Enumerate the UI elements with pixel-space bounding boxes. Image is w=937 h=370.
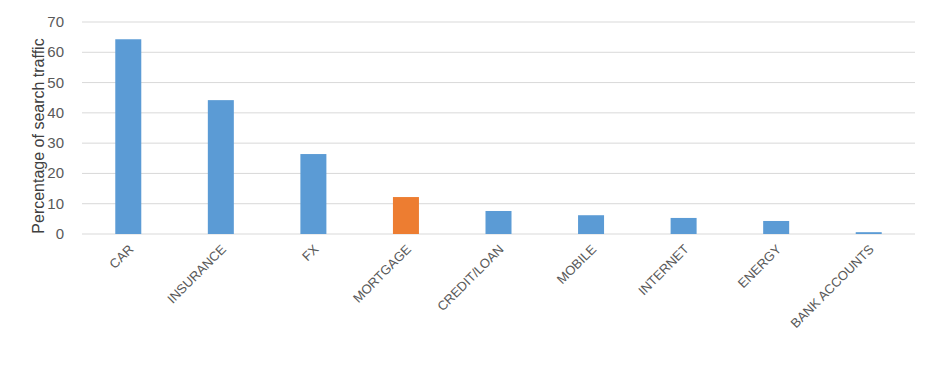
bars — [115, 39, 881, 234]
grid-line — [82, 52, 915, 53]
y-tick-labels: 0 10 20 30 40 50 60 70 — [47, 13, 64, 242]
x-tick-label: MORTGAGE — [350, 241, 414, 305]
grid-line — [82, 203, 915, 204]
y-tick-label: 10 — [47, 195, 64, 212]
bar — [856, 232, 882, 234]
grid-line — [82, 22, 915, 23]
y-tick-label: 20 — [47, 164, 64, 181]
x-tick-label: CAR — [106, 242, 136, 272]
bar — [578, 215, 604, 234]
x-tick-labels: CAR INSURANCE FX MORTGAGE CREDIT/LOAN MOBILE I… — [106, 241, 877, 331]
grid-line — [82, 143, 915, 144]
grid — [82, 22, 915, 234]
y-tick-label: 60 — [47, 43, 64, 60]
x-tick-label: INSURANCE — [164, 241, 229, 306]
x-tick-label: CREDIT/LOAN — [434, 242, 506, 314]
x-tick-label: BANK ACCOUNTS — [788, 241, 877, 330]
bar — [208, 100, 234, 234]
grid-line — [82, 173, 915, 174]
y-tick-label: 40 — [47, 104, 64, 121]
grid-line — [82, 82, 915, 83]
chart-container: 0 10 20 30 40 50 60 70 CAR INSURANCE FX MORTGAGE CRE… — [0, 0, 937, 370]
bar — [486, 211, 512, 234]
y-tick-label: 0 — [56, 225, 64, 242]
grid-line — [82, 112, 915, 113]
bar — [300, 154, 326, 234]
bar — [393, 197, 419, 234]
bar — [115, 39, 141, 234]
page: {"chart_data": {"type": "bar", "ylabel":… — [0, 0, 937, 370]
x-tick-label: ENERGY — [735, 241, 785, 291]
x-tick-label: FX — [299, 241, 322, 264]
x-tick-label: MOBILE — [554, 241, 600, 287]
y-tick-label: 70 — [47, 13, 64, 30]
bar — [763, 221, 789, 234]
chart-svg: 0 10 20 30 40 50 60 70 CAR INSURANCE FX MORTGAGE CRE… — [0, 0, 937, 370]
y-tick-label: 30 — [47, 134, 64, 151]
x-tick-label: INTERNET — [635, 241, 692, 298]
y-axis-label: Percentage of search traffic — [30, 38, 47, 233]
bar — [671, 218, 697, 234]
y-tick-label: 50 — [47, 74, 64, 91]
